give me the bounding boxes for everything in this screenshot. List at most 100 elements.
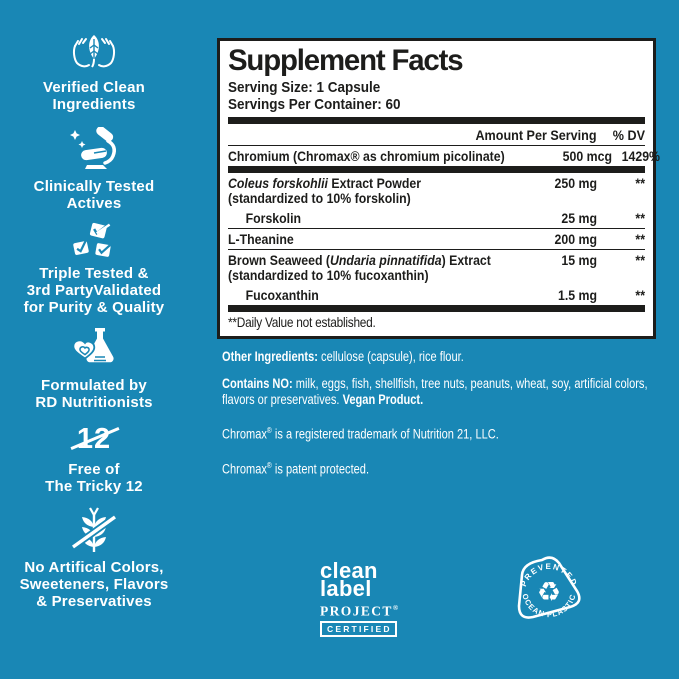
- dv-value: 1429%: [622, 147, 661, 164]
- dv-value: **: [635, 230, 645, 247]
- amount-value: 200 mg: [554, 230, 597, 247]
- label-line: Actives: [66, 195, 122, 212]
- fact-row: L-Theanine 200 mg **: [228, 229, 645, 250]
- ingredient-name: Fucoxanthin: [228, 286, 491, 303]
- sidebar-item-verified-clean: Verified Clean Ingredients: [43, 33, 145, 113]
- sidebar-item-free-of-tricky-12: 12 Free of The Tricky 12: [45, 423, 143, 495]
- serving-size: Serving Size: 1 Capsule: [228, 79, 381, 96]
- supplement-facts-title: Supplement Facts: [228, 44, 464, 77]
- sidebar-item-clinically-tested: Clinically Tested Actives: [34, 127, 155, 212]
- label-line: Ingredients: [52, 96, 136, 113]
- microscope-icon: [69, 127, 116, 169]
- text-run: Chromax: [222, 461, 267, 476]
- benefits-sidebar: Verified Clean Ingredients Clinically Te…: [0, 0, 188, 610]
- amount-value: 15 mg: [561, 251, 597, 268]
- text-run: Other Ingredients:: [222, 349, 318, 364]
- label-line: Free of: [68, 461, 120, 478]
- recycle-arrows-icon: ♻: [537, 577, 561, 608]
- text-run: Fucoxanthin: [245, 286, 319, 303]
- text-run: is a registered trademark of Nutrition 2…: [271, 426, 499, 442]
- sidebar-item-triple-tested: Triple Tested & 3rd PartyValidated for P…: [24, 222, 165, 316]
- label-line: Sweeteners, Flavors: [19, 576, 169, 593]
- triple-checkmarks-icon: [73, 222, 111, 257]
- ingredient-name: Brown Seaweed (Undaria pinnatifida) Extr…: [228, 251, 491, 268]
- crossed-out-12-icon: 12: [66, 423, 122, 455]
- no-wheat-icon: [70, 507, 118, 552]
- text-run: Coleus forskohlii: [228, 174, 328, 191]
- clean-label-line1: clean: [320, 558, 378, 583]
- ocean-plastic-badge-svg: PREVENTED OCEAN PLASTIC ♻: [517, 556, 581, 619]
- prevented-ocean-plastic-badge: PREVENTED OCEAN PLASTIC ♻: [511, 553, 587, 636]
- badge-outline: [517, 556, 581, 619]
- amount-per-serving-header: Amount Per Serving: [475, 127, 597, 143]
- fact-row: Coleus forskohlii Extract Powder (standar…: [228, 173, 645, 208]
- fact-row: Fucoxanthin 1.5 mg **: [228, 285, 645, 305]
- text-run: Forskolin: [245, 209, 302, 226]
- text-run: ) Extract: [441, 251, 491, 268]
- text-run: Undaria pinnatifida: [330, 251, 442, 268]
- hands-holding-leaf-icon: [72, 35, 116, 68]
- label-line: RD Nutritionists: [35, 394, 153, 411]
- project-text: PROJECT: [320, 603, 393, 619]
- text-run: milk, eggs, fish, shellfish, tree nuts, …: [222, 376, 648, 407]
- sidebar-item-no-artificial: No Artifical Colors, Sweeteners, Flavors…: [20, 507, 169, 610]
- text-run: Chromax: [222, 426, 267, 442]
- sidebar-label: Verified Clean Ingredients: [43, 79, 145, 113]
- ingredient-name: Chromium (Chromax® as chromium picolinat…: [228, 147, 505, 164]
- info-paragraph: Chromax® is patent protected.: [222, 458, 654, 478]
- additional-info-section: Other Ingredients: cellulose (capsule), …: [222, 349, 656, 488]
- sidebar-label: Free of The Tricky 12: [45, 461, 143, 495]
- label-line: No Artifical Colors,: [24, 559, 164, 576]
- text-run: ®: [266, 460, 272, 470]
- clean-label-line2: label: [320, 576, 372, 601]
- text-run: ®: [266, 426, 272, 435]
- facts-header-row: Amount Per Serving % DV: [228, 124, 645, 146]
- ingredient-name: Forskolin: [228, 209, 491, 226]
- facts-rows: Chromium (Chromax® as chromium picolinat…: [228, 146, 660, 312]
- sidebar-label: No Artifical Colors, Sweeteners, Flavors…: [20, 559, 169, 610]
- dv-value: **: [635, 174, 645, 191]
- fact-row: Chromium (Chromax® as chromium picolinat…: [228, 146, 660, 166]
- text-run: Brown Seaweed (: [228, 251, 331, 268]
- amount-value: 1.5 mg: [557, 286, 597, 303]
- label-line: Clinically Tested: [33, 178, 155, 195]
- info-paragraph: Contains NO: milk, eggs, fish, shellfish…: [222, 376, 654, 408]
- certified-box: CERTIFIED: [320, 620, 397, 637]
- label-line: for Purity & Quality: [23, 299, 165, 316]
- label-line: & Preservatives: [36, 593, 152, 610]
- text-run: Chromium (Chromax® as chromium picolinat…: [228, 147, 505, 164]
- info-paragraph: Chromax® is a registered trademark of Nu…: [222, 423, 654, 443]
- text-run: is patent protected.: [271, 461, 370, 476]
- label-line: The Tricky 12: [45, 478, 143, 495]
- amount-value: 500 mcg: [563, 147, 613, 164]
- supplement-facts-panel: Supplement Facts Serving Size: 1 Capsule…: [217, 38, 660, 339]
- servings-per-container: Servings Per Container: 60: [228, 96, 401, 113]
- text-run: L-Theanine: [228, 230, 294, 247]
- thick-divider: [228, 117, 645, 124]
- ingredient-standardization: (standardized to 10% forskolin): [228, 189, 411, 206]
- ingredient-name: L-Theanine: [228, 230, 491, 247]
- label-line: Verified Clean: [42, 79, 145, 96]
- label-line: Formulated by: [41, 377, 147, 394]
- flask-heart-icon: [72, 328, 114, 363]
- fact-row: Forskolin 25 mg **: [228, 208, 645, 229]
- registered-mark: ®: [392, 604, 400, 612]
- dv-value: **: [635, 286, 645, 303]
- clean-label-project-logo: clean label PROJECT® CERTIFIED: [320, 558, 400, 637]
- daily-value-footnote: **Daily Value not established.: [228, 314, 376, 330]
- sidebar-label: Triple Tested & 3rd PartyValidated for P…: [24, 265, 165, 316]
- dv-value: **: [635, 209, 645, 226]
- thick-divider: [228, 166, 645, 173]
- sidebar-label: Clinically Tested Actives: [34, 178, 155, 212]
- percent-dv-header: % DV: [612, 127, 645, 143]
- dv-value: **: [635, 251, 645, 268]
- amount-value: 250 mg: [554, 174, 597, 191]
- sidebar-label: Formulated by RD Nutritionists: [35, 377, 152, 411]
- text-run: Extract Powder: [327, 174, 422, 191]
- label-line: 3rd PartyValidated: [26, 282, 162, 299]
- info-paragraph: Other Ingredients: cellulose (capsule), …: [222, 349, 654, 365]
- thick-divider: [228, 305, 645, 312]
- fact-row: Brown Seaweed (Undaria pinnatifida) Extr…: [228, 250, 645, 285]
- text-run: Contains NO:: [222, 376, 293, 391]
